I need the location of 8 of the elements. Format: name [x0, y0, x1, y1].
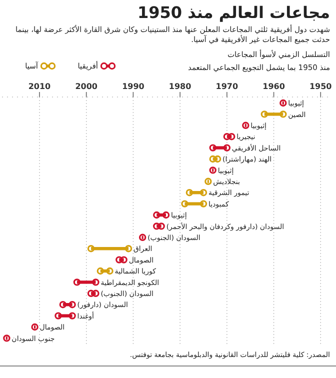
- x-tick-label: 1950: [309, 82, 332, 91]
- chart-title: مجاعات العالم منذ 1950: [138, 3, 330, 22]
- x-tick-label: 1990: [122, 82, 145, 91]
- x-tick-label: 1970: [216, 82, 238, 91]
- x-tick-label: 1960: [262, 82, 286, 91]
- x-tick-label: 2000: [75, 82, 98, 91]
- x-tick-label: 1980: [168, 82, 192, 91]
- x-tick-label: 2010: [28, 82, 52, 91]
